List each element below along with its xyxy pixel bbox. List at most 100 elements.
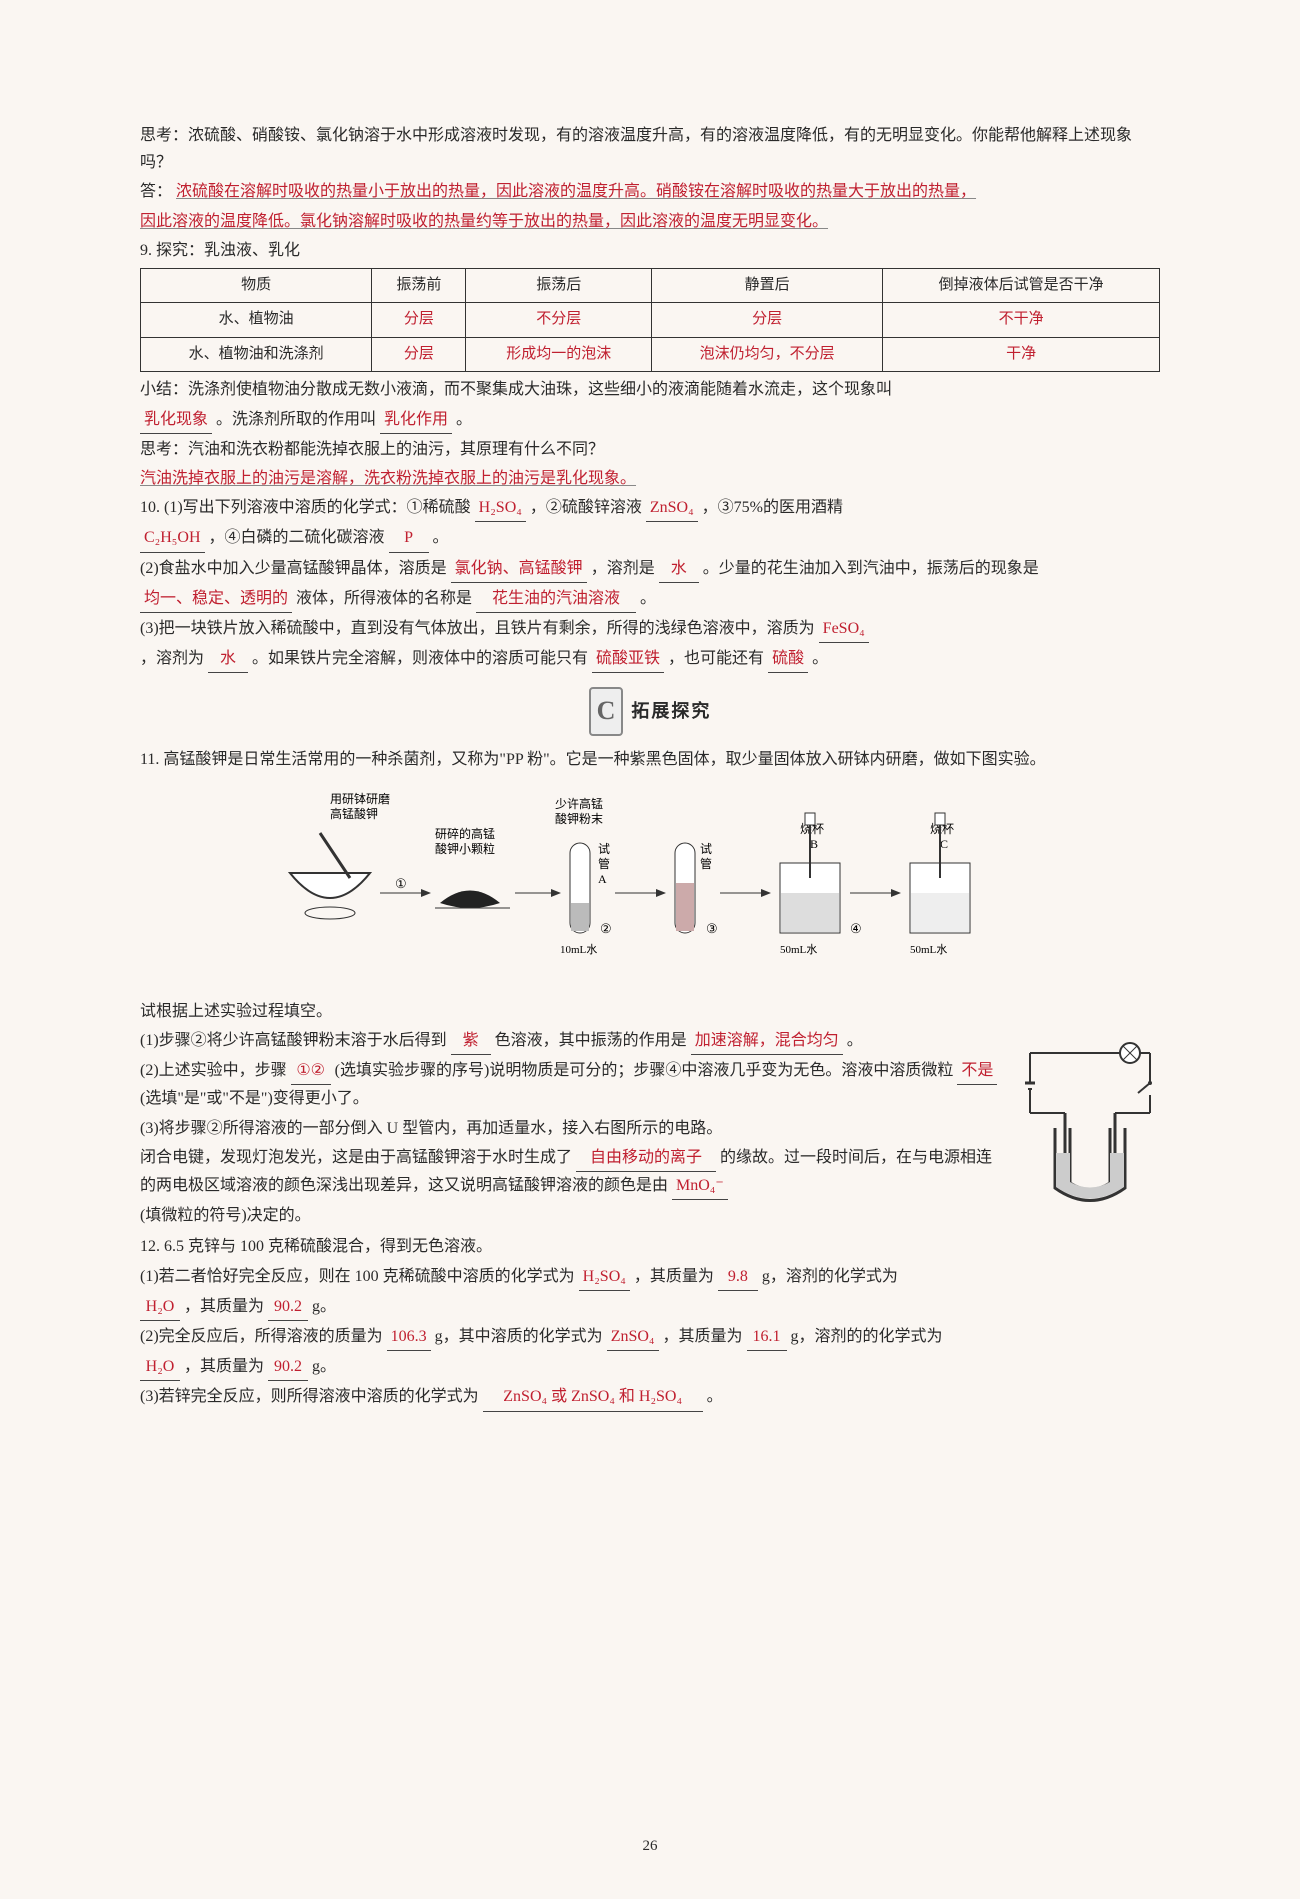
text: g，溶剂的化学式为 — [762, 1268, 898, 1285]
blank: H₂O — [140, 1293, 180, 1321]
text: 。 — [707, 1388, 723, 1405]
q11-3a: (3)将步骤②所得溶液的一部分倒入 U 型管内，再加适量水，接入右图所示的电路。 — [140, 1115, 1160, 1142]
cell: 形成均一的泡沫 — [466, 337, 652, 372]
table-header-row: 物质 振荡前 振荡后 静置后 倒掉液体后试管是否干净 — [141, 268, 1160, 303]
text: (2)食盐水中加入少量高锰酸钾晶体，溶质是 — [140, 560, 447, 577]
blank-mno4: MnO₄⁻ — [672, 1172, 728, 1200]
text: 。少量的花生油加入到汽油中，振荡后的现象是 — [703, 560, 1039, 577]
text: 10. (1)写出下列溶液中溶质的化学式：①稀硫酸 — [140, 499, 471, 516]
blank-isnot: 不是 — [957, 1057, 997, 1085]
blank: H₂O — [140, 1353, 180, 1381]
cell: 分层 — [372, 337, 466, 372]
text: ，也可能还有 — [668, 650, 764, 667]
q10-1: 10. (1)写出下列溶液中溶质的化学式：①稀硫酸 H₂SO₄ ，②硫酸锌溶液 … — [140, 494, 1160, 522]
circuit-svg — [1010, 1033, 1160, 1213]
blank-ferrous: 硫酸亚铁 — [592, 645, 664, 673]
text: ，其质量为 — [184, 1358, 264, 1375]
blank: ZnSO₄ 或 ZnSO₄ 和 H₂SO₄ — [483, 1383, 703, 1411]
blank: 90.2 — [268, 1293, 308, 1321]
blank-ions: 自由移动的离子 — [576, 1144, 716, 1172]
svg-text:C: C — [940, 837, 948, 851]
svg-text:A: A — [598, 872, 607, 886]
blank-appearance: 均一、稳定、透明的 — [140, 585, 292, 613]
blank-acid: 硫酸 — [768, 645, 808, 673]
text: 闭合电键，发现灯泡发光，这是由于高锰酸钾溶于水时生成了 — [140, 1149, 572, 1166]
blank: 16.1 — [747, 1323, 787, 1351]
blank-p: P — [389, 524, 429, 552]
text: 。 — [847, 1032, 863, 1049]
experiment-diagram: 用研钵研磨 高锰酸钾 ① 研碎的高锰 酸钾小颗粒 少许高锰 酸钾粉末 试 管 A… — [140, 783, 1160, 992]
q9-think-q: 思考：汽油和洗衣粉都能洗掉衣服上的油污，其原理有什么不同？ — [140, 436, 1160, 463]
svg-text:研碎的高锰: 研碎的高锰 — [435, 826, 495, 841]
text: (1)步骤②将少许高锰酸钾粉末溶于水后得到 — [140, 1032, 447, 1049]
text: g。 — [312, 1358, 336, 1375]
svg-text:酸钾粉末: 酸钾粉末 — [555, 811, 603, 826]
q11-heading: 11. 高锰酸钾是日常生活常用的一种杀菌剂，又称为"PP 粉"。它是一种紫黑色固… — [140, 746, 1160, 773]
text: g，溶剂的的化学式为 — [791, 1328, 943, 1345]
blank-solvent: 水 — [659, 555, 699, 583]
page-number-value: 26 — [635, 1834, 666, 1860]
text: (选填实验步骤的序号)说明物质是可分的；步骤④中溶液几乎变为无色。溶液中溶质微粒 — [335, 1062, 954, 1079]
svg-text:管: 管 — [598, 856, 610, 871]
svg-text:50mL水: 50mL水 — [780, 943, 817, 956]
blank-color: 紫 — [451, 1027, 491, 1055]
q11-3b: 闭合电键，发现灯泡发光，这是由于高锰酸钾溶于水时生成了 自由移动的离子 的缘故。… — [140, 1144, 1160, 1200]
text: 。 — [456, 411, 472, 428]
q12-1-cont: H₂O ，其质量为 90.2 g。 — [140, 1293, 1160, 1321]
blank-znso4: ZnSO₄ — [646, 494, 698, 522]
q10-3-cont: ，溶剂为 水 。如果铁片完全溶解，则液体中的溶质可能只有 硫酸亚铁 ，也可能还有… — [140, 645, 1160, 673]
blank-emulsion: 乳化现象 — [140, 406, 212, 434]
text: 。 — [433, 529, 449, 546]
text: ，其质量为 — [634, 1268, 714, 1285]
cell: 分层 — [372, 303, 466, 338]
text: (1)若二者恰好完全反应，则在 100 克稀硫酸中溶质的化学式为 — [140, 1268, 575, 1285]
q10-3: (3)把一块铁片放入稀硫酸中，直到没有气体放出，且铁片有剩余，所得的浅绿色溶液中… — [140, 615, 1160, 643]
text: (3)若锌完全反应，则所得溶液中溶质的化学式为 — [140, 1388, 479, 1405]
text: 小结：洗涤剂使植物油分散成无数小液滴，而不聚集成大油珠，这些细小的液滴能随着水流… — [140, 381, 892, 398]
cell: 不干净 — [883, 303, 1160, 338]
svg-text:B: B — [810, 837, 818, 851]
svg-text:①: ① — [395, 876, 407, 891]
blank-feso4: FeSO₄ — [819, 615, 869, 643]
th-substance: 物质 — [141, 268, 372, 303]
blank-emulsify: 乳化作用 — [380, 406, 452, 434]
svg-text:试: 试 — [700, 841, 712, 856]
text: ，其质量为 — [663, 1328, 743, 1345]
text: (2)上述实验中，步骤 — [140, 1062, 287, 1079]
svg-text:50mL水: 50mL水 — [910, 943, 947, 956]
text: g。 — [312, 1298, 336, 1315]
text: 。 — [640, 590, 656, 607]
text: 。 — [812, 650, 828, 667]
th-clean: 倒掉液体后试管是否干净 — [883, 268, 1160, 303]
worksheet-page: 思考：浓硫酸、硝酸铵、氯化钠溶于水中形成溶液时发现，有的溶液温度升高，有的溶液温… — [0, 0, 1300, 1899]
svg-text:10mL水: 10mL水 — [560, 943, 597, 956]
text: 。如果铁片完全溶解，则液体中的溶质可能只有 — [252, 650, 588, 667]
th-before: 振荡前 — [372, 268, 466, 303]
q9-summary-blanks: 乳化现象 。洗涤剂所取的作用叫 乳化作用 。 — [140, 406, 1160, 434]
text: 液体，所得液体的名称是 — [296, 590, 472, 607]
text: ，③75%的医用酒精 — [702, 499, 843, 516]
blank: 106.3 — [387, 1323, 431, 1351]
blank-h2so4: H₂SO₄ — [475, 494, 526, 522]
text: (选填"是"或"不是")变得更小了。 — [140, 1090, 369, 1107]
answer-line-2: 因此溶液的温度降低。氯化钠溶解时吸收的热量约等于放出的热量，因此溶液的温度无明显… — [140, 208, 1160, 235]
text: ，溶剂是 — [591, 560, 655, 577]
q10-2: (2)食盐水中加入少量高锰酸钾晶体，溶质是 氯化钠、高锰酸钾 ，溶剂是 水 。少… — [140, 555, 1160, 583]
experiment-table: 物质 振荡前 振荡后 静置后 倒掉液体后试管是否干净 水、植物油 分层 不分层 … — [140, 268, 1160, 373]
blank-shake: 加速溶解，混合均匀 — [691, 1027, 843, 1055]
svg-text:少许高锰: 少许高锰 — [555, 796, 603, 811]
svg-text:试: 试 — [598, 841, 610, 856]
blank-name: 花生油的汽油溶液 — [476, 585, 636, 613]
blank-solute: 氯化钠、高锰酸钾 — [451, 555, 587, 583]
q12-heading: 12. 6.5 克锌与 100 克稀硫酸混合，得到无色溶液。 — [140, 1233, 1160, 1260]
answer-text-2: 因此溶液的温度降低。氯化钠溶解时吸收的热量约等于放出的热量，因此溶液的温度无明显… — [140, 213, 828, 230]
q10-1-cont: C₂H₅OH ，④白磷的二硫化碳溶液 P 。 — [140, 524, 1160, 552]
answer-text: 汽油洗掉衣服上的油污是溶解，洗衣粉洗掉衣服上的油污是乳化现象。 — [140, 470, 636, 487]
cell: 分层 — [652, 303, 883, 338]
q11-3d: (填微粒的符号)决定的。 — [140, 1202, 1160, 1229]
mortar-label: 用研钵研磨 — [330, 791, 390, 806]
text: ，④白磷的二硫化碳溶液 — [209, 529, 385, 546]
cell: 干净 — [883, 337, 1160, 372]
th-after: 振荡后 — [466, 268, 652, 303]
blank: 90.2 — [268, 1353, 308, 1381]
